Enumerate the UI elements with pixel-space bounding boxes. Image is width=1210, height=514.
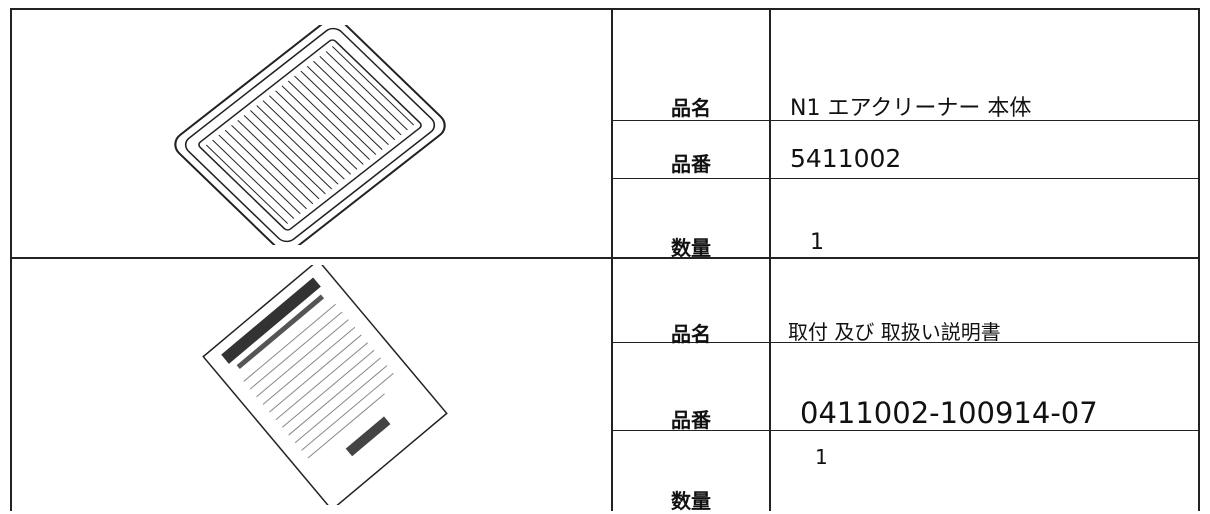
manual-image bbox=[202, 265, 448, 505]
border bbox=[1198, 8, 1200, 511]
field-label: 品名 bbox=[671, 96, 711, 120]
field-value: N1 エアクリーナー 本体 bbox=[790, 96, 1032, 121]
field-value: 取付 及び 取扱い説明書 bbox=[788, 320, 1001, 344]
border bbox=[612, 430, 1200, 431]
border bbox=[612, 120, 1200, 121]
field-label: 数量 bbox=[671, 489, 711, 513]
field-label: 品名 bbox=[671, 322, 711, 346]
border bbox=[612, 342, 1200, 343]
field-value: 1 bbox=[815, 445, 828, 469]
field-value: 0411002-100914-07 bbox=[800, 396, 1098, 430]
border bbox=[612, 178, 1200, 179]
field-value: 5411002 bbox=[790, 144, 902, 173]
field-value: 1 bbox=[810, 230, 824, 255]
field-label: 品番 bbox=[671, 408, 711, 432]
border bbox=[10, 8, 1200, 10]
field-label: 品番 bbox=[671, 152, 711, 176]
air-filter-image bbox=[174, 25, 446, 245]
border bbox=[10, 257, 1200, 259]
border bbox=[611, 8, 613, 511]
border bbox=[769, 8, 771, 511]
border bbox=[10, 8, 12, 511]
field-label: 数量 bbox=[671, 236, 711, 260]
